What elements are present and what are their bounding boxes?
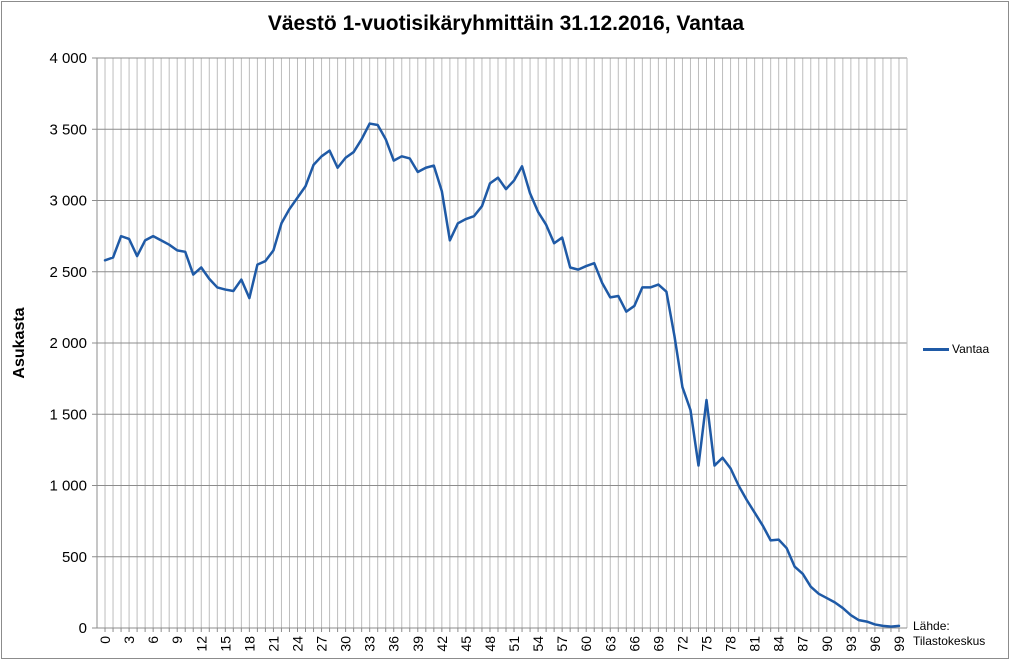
x-tick-label: 96 xyxy=(867,636,883,652)
x-tick-label: 90 xyxy=(819,636,835,652)
x-tick-label: 57 xyxy=(554,636,570,652)
axes xyxy=(92,57,907,632)
x-tick-label: 18 xyxy=(241,636,257,652)
x-tick-label: 51 xyxy=(506,636,522,652)
x-tick-label: 99 xyxy=(891,636,907,652)
x-tick-label: 39 xyxy=(410,636,426,652)
legend-swatch-vantaa xyxy=(923,347,949,351)
x-tick-label: 48 xyxy=(482,636,498,652)
y-tick-label: 1 500 xyxy=(49,406,87,423)
x-tick-label: 30 xyxy=(338,636,354,652)
x-tick-label: 66 xyxy=(626,636,642,652)
x-tick-label: 72 xyxy=(674,636,690,652)
x-tick-label: 6 xyxy=(145,636,161,644)
x-tick-label: 9 xyxy=(169,636,185,644)
x-tick-labels: 0 3 6 9 12 15 18 21 24 27 30 33 36 39 42 45 48 51 54 57 60 63… xyxy=(97,636,907,652)
x-tick-label: 36 xyxy=(386,636,402,652)
legend-label-vantaa: Vantaa xyxy=(952,342,990,356)
x-tick-label: 81 xyxy=(747,636,763,652)
y-tick-label: 0 xyxy=(79,620,87,637)
x-tick-label: 0 xyxy=(97,636,113,644)
source-annotation-line: Tilastokeskus xyxy=(913,634,986,648)
y-tick-label: 3 000 xyxy=(49,193,87,210)
x-tick-label: 42 xyxy=(434,636,450,652)
x-tick-label: 93 xyxy=(843,636,859,652)
x-tick-label: 15 xyxy=(217,636,233,652)
x-tick-label: 54 xyxy=(530,636,546,652)
y-tick-labels: 0 500 1 000 1 500 2 000 2 500 3 000 3 500 4 000 xyxy=(49,50,87,637)
x-tick-label: 24 xyxy=(289,636,305,652)
x-tick-label: 78 xyxy=(723,636,739,652)
x-tick-label: 45 xyxy=(458,636,474,652)
y-tick-label: 1 000 xyxy=(49,478,87,495)
x-tick-label: 69 xyxy=(650,636,666,652)
x-tick-label: 33 xyxy=(362,636,378,652)
chart-title: Väestö 1-vuotisikäryhmittäin 31.12.2016,… xyxy=(267,12,745,35)
x-tick-label: 87 xyxy=(795,636,811,652)
grid-lines xyxy=(97,57,908,629)
y-tick-label: 4 000 xyxy=(49,50,87,67)
x-tick-label: 63 xyxy=(602,636,618,652)
y-tick-label: 2 500 xyxy=(49,264,87,281)
legend: Vantaa xyxy=(923,342,989,356)
x-tick-label: 84 xyxy=(771,636,787,652)
y-tick-label: 2 000 xyxy=(49,335,87,352)
source-annotation-line: Lähde: xyxy=(913,619,950,633)
series-line-vantaa xyxy=(103,122,901,628)
x-tick-label: 27 xyxy=(314,636,330,652)
x-tick-label: 12 xyxy=(193,636,209,652)
y-tick-label: 500 xyxy=(62,549,87,566)
x-tick-label: 60 xyxy=(578,636,594,652)
series-lines xyxy=(103,122,901,628)
y-tick-label: 3 500 xyxy=(49,121,87,138)
source-annotation: Lähde: Tilastokeskus xyxy=(913,619,985,649)
x-tick-label: 3 xyxy=(121,636,137,644)
x-tick-label: 75 xyxy=(699,636,715,652)
x-tick-label: 21 xyxy=(265,636,281,652)
